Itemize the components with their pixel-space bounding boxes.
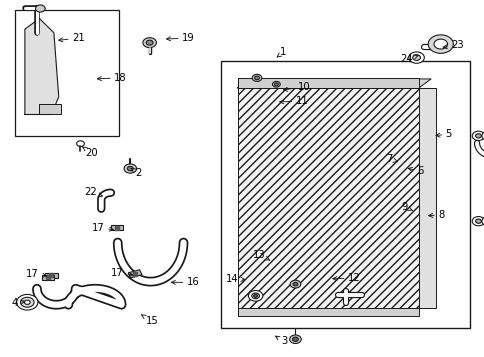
Text: 5: 5 bbox=[435, 129, 451, 139]
Text: 24: 24 bbox=[399, 54, 417, 64]
Bar bbox=[110, 225, 122, 230]
Circle shape bbox=[20, 297, 34, 307]
Circle shape bbox=[143, 38, 156, 47]
Text: 23: 23 bbox=[442, 40, 463, 50]
Circle shape bbox=[253, 295, 257, 297]
Text: 3: 3 bbox=[275, 336, 287, 346]
Circle shape bbox=[35, 5, 45, 12]
Text: 7: 7 bbox=[385, 154, 396, 164]
Circle shape bbox=[289, 280, 300, 288]
Polygon shape bbox=[237, 78, 418, 88]
Circle shape bbox=[274, 83, 278, 86]
Circle shape bbox=[292, 337, 298, 341]
Bar bbox=[42, 275, 54, 280]
Bar bbox=[15, 10, 119, 136]
Text: 12: 12 bbox=[332, 273, 360, 283]
Text: 2: 2 bbox=[131, 168, 141, 178]
Circle shape bbox=[475, 219, 481, 223]
Text: 6: 6 bbox=[408, 166, 423, 176]
Circle shape bbox=[475, 134, 481, 138]
Circle shape bbox=[471, 131, 484, 140]
Text: 22: 22 bbox=[85, 187, 102, 197]
Text: 11: 11 bbox=[279, 96, 308, 106]
Text: 4: 4 bbox=[11, 298, 25, 308]
Bar bbox=[237, 88, 418, 308]
Circle shape bbox=[427, 35, 453, 53]
Text: 14: 14 bbox=[226, 274, 244, 284]
Text: 17: 17 bbox=[26, 269, 46, 279]
Text: 20: 20 bbox=[82, 147, 98, 158]
Circle shape bbox=[292, 282, 297, 286]
Text: 15: 15 bbox=[141, 315, 158, 326]
Text: 17: 17 bbox=[111, 268, 133, 278]
Circle shape bbox=[124, 164, 136, 173]
Text: 8: 8 bbox=[428, 210, 444, 220]
Circle shape bbox=[481, 217, 484, 226]
Circle shape bbox=[252, 74, 261, 81]
Text: 17: 17 bbox=[92, 222, 113, 232]
Circle shape bbox=[127, 166, 133, 171]
Bar bbox=[45, 272, 58, 278]
Polygon shape bbox=[25, 19, 59, 115]
Circle shape bbox=[412, 55, 420, 60]
Circle shape bbox=[76, 141, 84, 146]
Bar bbox=[220, 61, 469, 328]
Text: 1: 1 bbox=[276, 47, 286, 57]
Polygon shape bbox=[237, 308, 418, 316]
Bar bbox=[128, 270, 142, 278]
Circle shape bbox=[289, 335, 301, 343]
Polygon shape bbox=[39, 104, 61, 115]
Text: 10: 10 bbox=[283, 82, 310, 92]
Circle shape bbox=[471, 217, 484, 226]
Circle shape bbox=[408, 52, 424, 63]
Circle shape bbox=[254, 76, 259, 80]
Circle shape bbox=[248, 291, 262, 301]
Circle shape bbox=[251, 293, 259, 299]
Text: 18: 18 bbox=[97, 73, 127, 83]
Text: 16: 16 bbox=[171, 277, 199, 287]
Polygon shape bbox=[418, 88, 435, 308]
Circle shape bbox=[272, 81, 280, 87]
Polygon shape bbox=[237, 79, 430, 88]
Text: 9: 9 bbox=[401, 202, 411, 212]
Circle shape bbox=[433, 39, 447, 49]
Text: 13: 13 bbox=[253, 250, 269, 260]
Circle shape bbox=[16, 295, 38, 310]
Circle shape bbox=[481, 131, 484, 140]
Circle shape bbox=[24, 300, 30, 305]
Text: 21: 21 bbox=[59, 33, 85, 43]
Text: 19: 19 bbox=[166, 33, 195, 43]
Circle shape bbox=[146, 40, 153, 45]
